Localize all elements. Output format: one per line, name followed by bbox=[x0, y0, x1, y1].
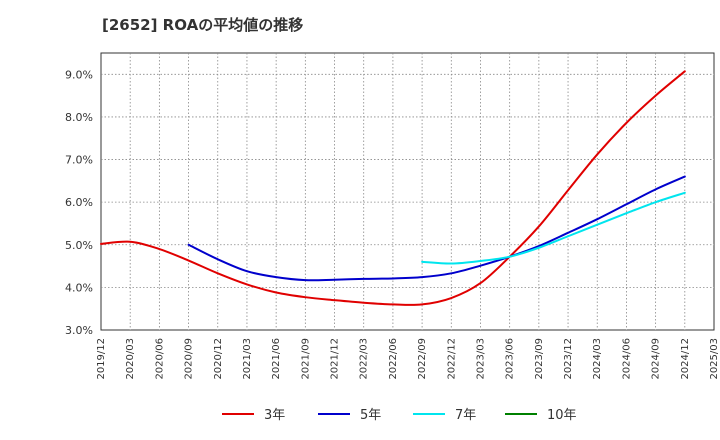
y-tick-label: 8.0% bbox=[65, 111, 93, 124]
legend: 3年 5年 7年 10年 bbox=[222, 408, 577, 423]
x-axis-ticks: 2019/12 2020/03 2020/06 2020/09 2020/12 2021/… bbox=[96, 338, 720, 380]
x-tick-label: 2021/03 bbox=[242, 338, 253, 380]
y-tick-label: 3.0% bbox=[65, 324, 93, 337]
x-tick-label: 2022/06 bbox=[388, 338, 399, 380]
y-tick-label: 4.0% bbox=[65, 281, 93, 294]
y-tick-label: 6.0% bbox=[65, 196, 93, 209]
series-line-1 bbox=[100, 70, 686, 306]
y-axis-ticks: 3.0% 4.0% 5.0% 6.0% 7.0% 8.0% 9.0% bbox=[65, 68, 93, 337]
series-line-3 bbox=[421, 191, 686, 265]
x-tick-label: 2020/09 bbox=[184, 338, 195, 380]
series-lines bbox=[100, 70, 686, 306]
x-tick-label: 2024/03 bbox=[592, 338, 603, 380]
x-tick-label: 2021/06 bbox=[271, 338, 282, 380]
x-tick-label: 2024/12 bbox=[680, 338, 691, 380]
x-tick-label: 2024/09 bbox=[651, 338, 662, 380]
legend-label-4: 10年 bbox=[547, 408, 577, 423]
y-tick-label: 9.0% bbox=[65, 68, 93, 81]
x-tick-label: 2025/03 bbox=[709, 338, 720, 380]
legend-label-1: 3年 bbox=[264, 408, 285, 423]
chart-title: [2652] ROAの平均値の推移 bbox=[102, 16, 304, 34]
x-tick-label: 2020/06 bbox=[154, 338, 165, 380]
x-tick-label: 2022/09 bbox=[417, 338, 428, 380]
y-tick-label: 7.0% bbox=[65, 154, 93, 167]
x-tick-label: 2023/03 bbox=[475, 338, 486, 380]
y-tick-label: 5.0% bbox=[65, 239, 93, 252]
legend-label-3: 7年 bbox=[455, 408, 476, 423]
x-tick-label: 2020/12 bbox=[213, 338, 224, 380]
x-tick-label: 2020/03 bbox=[125, 338, 136, 380]
x-tick-label: 2023/12 bbox=[563, 338, 574, 380]
x-tick-label: 2022/03 bbox=[359, 338, 370, 380]
x-tick-label: 2023/06 bbox=[505, 338, 516, 380]
x-tick-label: 2022/12 bbox=[446, 338, 457, 380]
plot-frame bbox=[100, 52, 715, 331]
x-tick-label: 2021/09 bbox=[300, 338, 311, 380]
x-tick-label: 2023/09 bbox=[534, 338, 545, 380]
plot-area bbox=[100, 52, 715, 331]
legend-label-2: 5年 bbox=[360, 408, 381, 423]
x-tick-label: 2021/12 bbox=[330, 338, 341, 380]
x-tick-label: 2019/12 bbox=[96, 338, 107, 380]
series-line-2 bbox=[187, 175, 686, 282]
x-tick-label: 2024/06 bbox=[621, 338, 632, 380]
